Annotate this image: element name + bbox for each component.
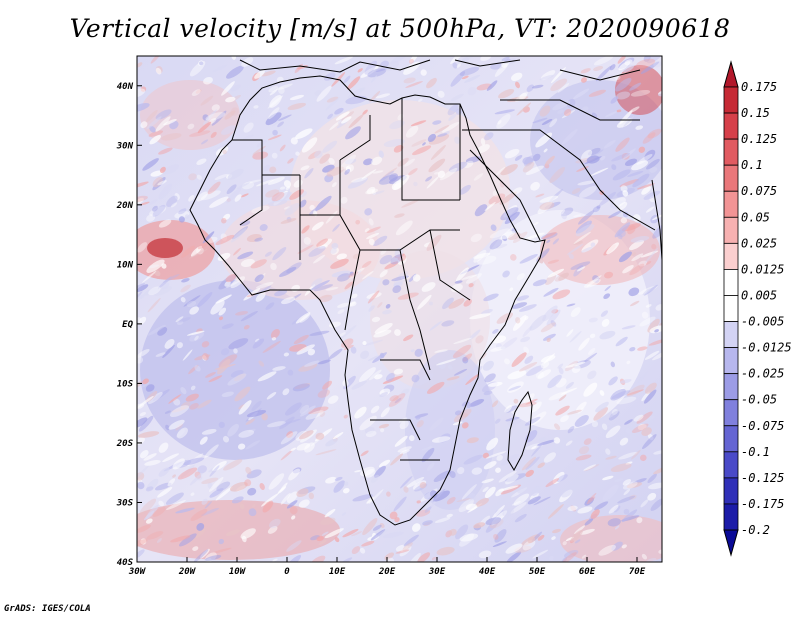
lat-label: 30N (116, 141, 134, 151)
lon-label: 40E (479, 567, 496, 577)
colorbar-label: 0.15 (741, 106, 770, 120)
lat-label: 10N (117, 260, 134, 270)
longitude-axis: 30W 20W 10W 0 10E 20E 30E 40E 50E 60E 70E (128, 557, 646, 577)
colorbar-label: -0.0125 (741, 341, 792, 355)
colorbar-box (723, 295, 739, 322)
colorbar: 0.175 0.15 0.125 0.1 0.075 0.05 0.025 0.0125 0.0… (723, 60, 792, 557)
lon-label: 30W (128, 567, 147, 577)
colorbar-box (723, 216, 739, 244)
lon-label: 10W (229, 567, 247, 577)
colorbar-label: 0.075 (741, 184, 777, 198)
colorbar-box (723, 321, 739, 348)
colorbar-label: -0.05 (741, 393, 777, 407)
lon-label: 20E (378, 567, 396, 577)
colorbar-label: 0.175 (741, 80, 777, 94)
colorbar-box (723, 451, 739, 479)
colorbar-box (723, 190, 739, 218)
colorbar-label: 0.005 (741, 288, 777, 302)
colorbar-label: -0.025 (741, 367, 784, 381)
colorbar-box (723, 399, 739, 427)
colorbar-box (723, 242, 739, 270)
colorbar-label: -0.125 (741, 471, 784, 485)
colorbar-top-arrow (723, 60, 739, 88)
colorbar-box (723, 373, 739, 401)
vertical-velocity-field (137, 56, 662, 562)
lat-label: 20N (116, 201, 134, 211)
colorbar-label: 0.025 (741, 236, 777, 250)
lat-label: 10S (117, 379, 134, 389)
latitude-axis: 40N 30N 20N 10N EQ 10S 20S 30S 40S (116, 82, 142, 568)
colorbar-box (723, 86, 739, 114)
colorbar-box (723, 269, 739, 296)
map-title: Vertical velocity [m/s] at 500hPa, VT: 2… (69, 14, 731, 43)
colorbar-box (723, 112, 739, 140)
colorbar-box (723, 138, 739, 166)
colorbar-box (723, 503, 739, 531)
colorbar-label: -0.175 (741, 497, 784, 511)
colorbar-label: -0.005 (741, 315, 784, 329)
map-frame (136, 55, 663, 563)
colorbar-label: -0.1 (741, 445, 770, 459)
colorbar-box (723, 347, 739, 375)
lon-label: 30E (428, 567, 446, 577)
colorbar-label: 0.0125 (741, 262, 784, 276)
lon-label: 50E (529, 567, 546, 577)
colorbar-label: -0.2 (741, 523, 770, 537)
lat-label: 20S (116, 439, 134, 449)
colorbar-label: 0.1 (741, 158, 763, 172)
lon-label: 20W (178, 567, 197, 577)
lon-label: 10E (329, 567, 346, 577)
grads-credit: GrADS: IGES/COLA (4, 604, 91, 614)
coastlines (189, 59, 662, 526)
lat-label: 40S (117, 558, 134, 568)
colorbar-box (723, 425, 739, 453)
lat-label: 40N (117, 82, 134, 92)
lon-label: 60E (579, 567, 596, 577)
lon-label: 0 (284, 567, 290, 577)
colorbar-label: 0.05 (741, 210, 770, 224)
colorbar-label: 0.125 (741, 132, 777, 146)
lat-label: EQ (122, 320, 133, 330)
colorbar-box (723, 164, 739, 192)
lon-label: 70E (629, 567, 646, 577)
lat-label: 30S (116, 498, 134, 508)
colorbar-box (723, 477, 739, 505)
colorbar-label: -0.075 (741, 419, 784, 433)
colorbar-bottom-arrow (723, 529, 739, 557)
